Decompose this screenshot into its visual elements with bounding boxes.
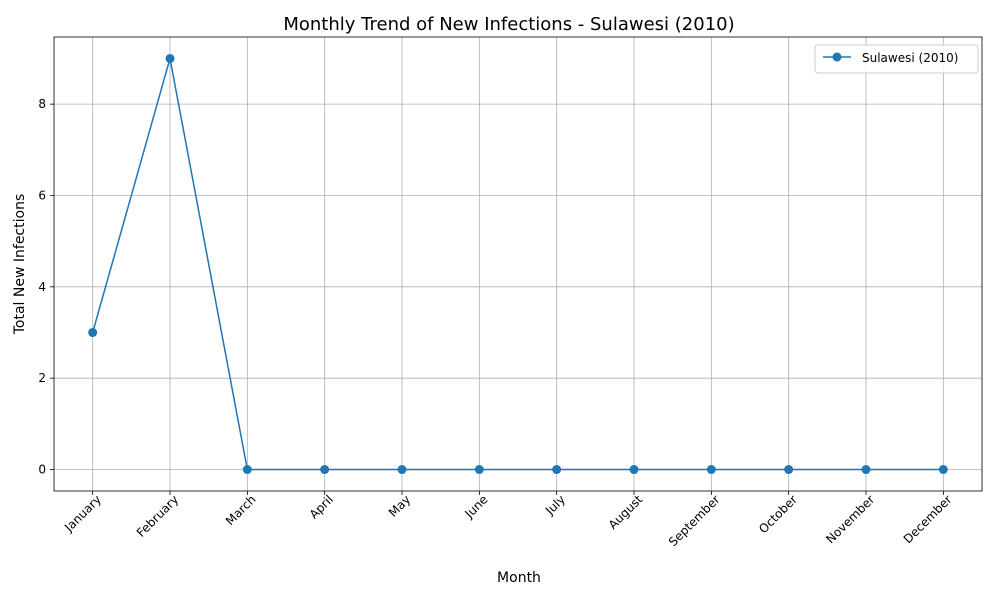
y-tick-label-2: 2 bbox=[38, 371, 46, 385]
x-axis-label: Month bbox=[497, 570, 541, 586]
series-line-0 bbox=[91, 57, 944, 471]
y-axis-label: Total New Infections bbox=[12, 194, 28, 336]
data-point-february bbox=[165, 53, 175, 63]
legend-marker-swatch bbox=[832, 52, 842, 62]
y-tick-label-0: 0 bbox=[38, 463, 46, 477]
data-point-august bbox=[629, 465, 639, 475]
data-point-october bbox=[784, 465, 794, 475]
grid-lines bbox=[54, 37, 982, 491]
data-point-june bbox=[474, 465, 484, 475]
legend: Sulawesi (2010) bbox=[814, 44, 979, 74]
data-point-may bbox=[397, 465, 407, 475]
y-tick-label-6: 6 bbox=[38, 188, 46, 202]
legend-entry-sulawesi-2010: Sulawesi (2010) bbox=[862, 51, 958, 65]
data-point-march bbox=[242, 465, 252, 475]
chart-title: Monthly Trend of New Infections - Sulawe… bbox=[283, 14, 734, 35]
data-point-november bbox=[861, 465, 871, 475]
plot-area-frame bbox=[53, 36, 983, 492]
series-layer bbox=[88, 53, 948, 475]
data-point-january bbox=[88, 328, 98, 338]
y-tick-label-8: 8 bbox=[38, 97, 46, 111]
y-axis-ticks: 0 2 4 6 8 bbox=[38, 97, 54, 477]
data-point-july bbox=[552, 465, 562, 475]
y-tick-label-4: 4 bbox=[38, 280, 46, 294]
data-point-september bbox=[706, 465, 716, 475]
data-point-december bbox=[938, 465, 948, 475]
legend-box bbox=[814, 44, 979, 74]
data-point-april bbox=[320, 465, 330, 475]
